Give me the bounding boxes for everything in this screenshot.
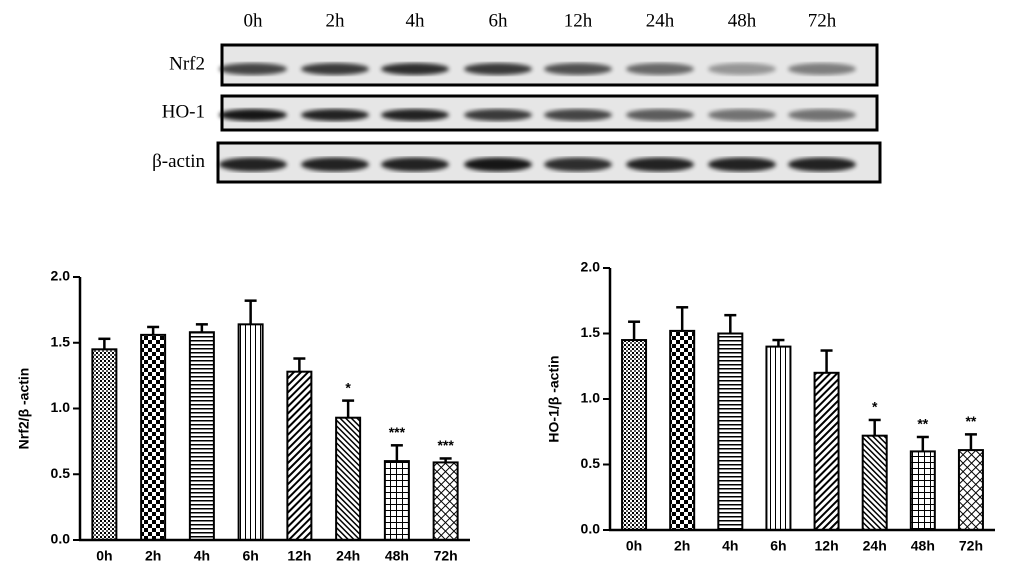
y-tick-label: 0.0 [51, 531, 71, 547]
blot-band [301, 63, 369, 75]
blot-band [626, 109, 694, 121]
blot-band [708, 63, 776, 75]
y-tick-label: 0.0 [581, 521, 601, 537]
significance: ** [965, 413, 976, 429]
y-tick-label: 0.5 [581, 455, 601, 471]
blot-band [219, 63, 287, 75]
lane-label: 12h [564, 10, 593, 31]
blot-band [544, 157, 612, 172]
blot-row-label: β-actin [152, 151, 205, 172]
lane-label: 2h [326, 10, 346, 31]
blot-row-label: Nrf2 [169, 53, 205, 74]
significance: * [345, 379, 351, 395]
bar [383, 460, 410, 542]
blot-row-label: HO-1 [162, 101, 205, 122]
x-tick-label: 6h [242, 548, 258, 564]
bar [335, 416, 362, 541]
x-tick-label: 24h [336, 548, 360, 564]
bar [91, 348, 118, 542]
blot-band [544, 109, 612, 121]
blot-band [381, 157, 449, 172]
x-tick-label: 12h [287, 548, 311, 564]
blot-band [544, 63, 612, 75]
lane-label: 4h [406, 10, 426, 31]
lane-label: 6h [489, 10, 509, 31]
y-axis-label: HO-1/β -actin [546, 355, 562, 442]
bar [813, 371, 840, 531]
blot-band [464, 157, 532, 172]
blot-band [626, 157, 694, 172]
bar [140, 333, 167, 541]
lane-label: 72h [808, 10, 837, 31]
blot-band [788, 63, 856, 75]
x-tick-label: 4h [194, 548, 210, 564]
significance: ** [917, 416, 928, 432]
blot-band [381, 109, 449, 121]
blot-band [464, 63, 532, 75]
bar [286, 370, 313, 541]
y-tick-label: 1.5 [581, 324, 601, 340]
y-tick-label: 1.0 [51, 399, 71, 415]
bar [909, 450, 936, 531]
x-tick-label: 48h [385, 548, 409, 564]
blot-band [788, 109, 856, 121]
x-tick-label: 2h [145, 548, 161, 564]
lane-label: 48h [728, 10, 757, 31]
blot-band [464, 109, 532, 121]
blot-band [381, 63, 449, 75]
x-tick-label: 4h [722, 538, 738, 554]
blot-band [219, 109, 287, 121]
y-tick-label: 1.5 [51, 333, 71, 349]
bar [717, 332, 744, 531]
bar [669, 329, 696, 531]
x-tick-label: 2h [674, 538, 690, 554]
blot-band [219, 157, 287, 172]
x-tick-label: 24h [863, 538, 887, 554]
lane-label: 24h [646, 10, 675, 31]
bar [237, 323, 264, 541]
x-tick-label: 48h [911, 538, 935, 554]
y-tick-label: 1.0 [581, 390, 601, 406]
blot-band [626, 63, 694, 75]
bar [621, 339, 648, 531]
significance: *** [437, 437, 454, 453]
x-tick-label: 72h [434, 548, 458, 564]
blot-band [301, 109, 369, 121]
y-tick-label: 2.0 [581, 259, 601, 275]
blot-band [708, 109, 776, 121]
y-axis-label: Nrf2/β -actin [16, 368, 32, 450]
y-tick-label: 2.0 [51, 268, 71, 284]
x-tick-label: 6h [770, 538, 786, 554]
lane-label: 0h [244, 10, 264, 31]
significance: * [872, 399, 878, 415]
x-tick-label: 72h [959, 538, 983, 554]
bar [432, 461, 459, 542]
significance: *** [389, 424, 406, 440]
x-tick-label: 0h [626, 538, 642, 554]
bar [188, 331, 215, 542]
y-tick-label: 0.5 [51, 465, 71, 481]
bar [957, 449, 984, 531]
bar [765, 345, 792, 531]
blot-band [301, 157, 369, 172]
bar [861, 434, 888, 531]
x-tick-label: 12h [815, 538, 839, 554]
x-tick-label: 0h [96, 548, 112, 564]
blot-band [708, 157, 776, 172]
blot-band [788, 157, 856, 172]
